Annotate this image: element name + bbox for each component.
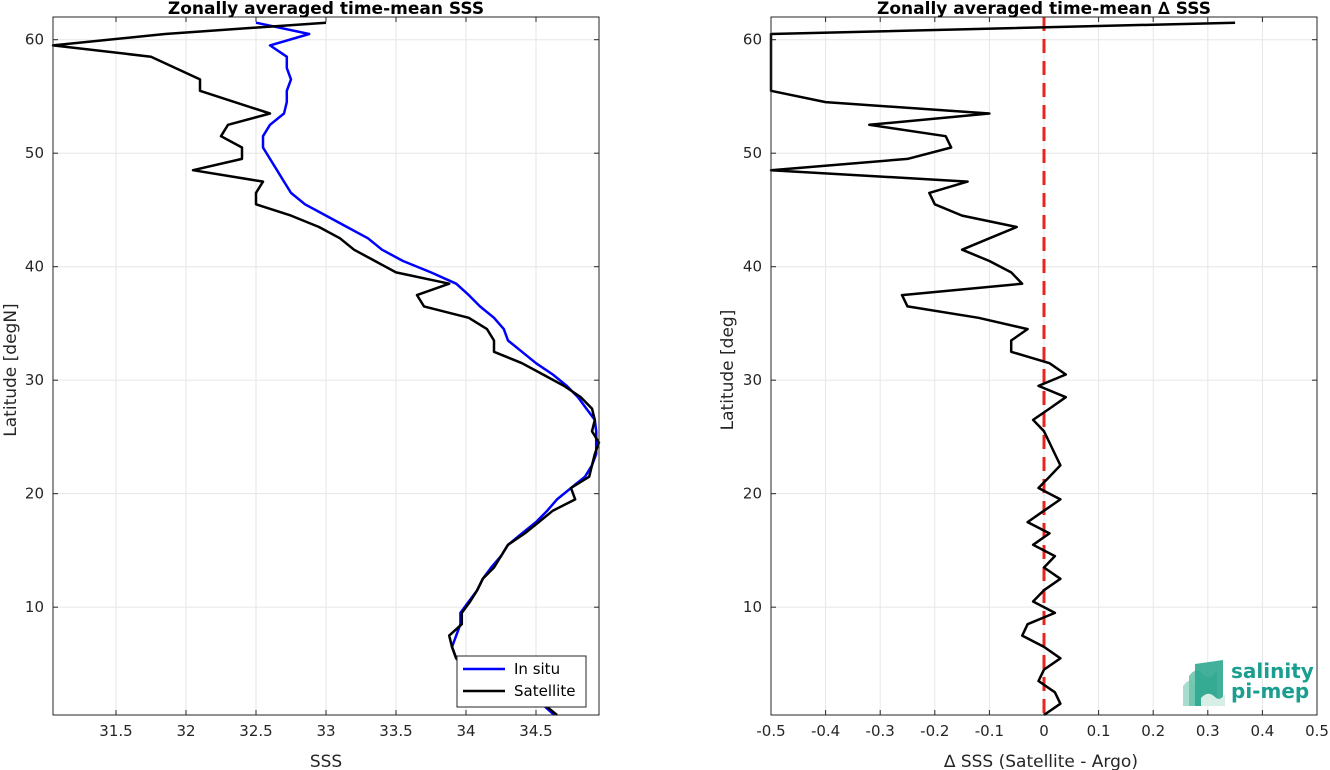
left-y-tick-label: 20 (25, 485, 44, 503)
right-x-axis-label: ∆ SSS (Satellite - Argo) (943, 752, 1138, 770)
right-x-tick-label: 0.1 (1087, 722, 1111, 740)
left-x-tick-label: 32.5 (239, 722, 272, 740)
left-y-axis-label: Latitude [degN] (1, 303, 21, 436)
legend-label-in-situ: In situ (514, 660, 560, 678)
left-chart-title: Zonally averaged time-mean SSS (168, 0, 484, 19)
left-y-tick-label: 50 (25, 144, 44, 162)
right-x-tick-label: 0.4 (1250, 722, 1274, 740)
right-x-tick-label: -0.4 (811, 722, 840, 740)
right-x-tick-label: 0.5 (1305, 722, 1329, 740)
left-series-group (51, 21, 601, 716)
left-x-tick-label: 34.5 (519, 722, 552, 740)
right-chart-title: Zonally averaged time-mean ∆ SSS (877, 0, 1211, 19)
left-x-tick-label: 33.5 (379, 722, 412, 740)
right-x-tick-label: 0.3 (1196, 722, 1220, 740)
logo-text-line2: pi-mep (1231, 679, 1309, 703)
right-y-tick-label: 60 (743, 31, 762, 49)
left-y-tick-label: 60 (25, 31, 44, 49)
left-axes-box (52, 16, 600, 716)
right-y-tick-label: 20 (743, 485, 762, 503)
right-x-tick-label: 0.2 (1141, 722, 1165, 740)
left-y-tick-label: 40 (25, 258, 44, 276)
right-y-tick-label: 30 (743, 371, 762, 389)
right-x-tick-label: -0.5 (756, 722, 785, 740)
legend-box (456, 655, 587, 708)
salinity-pi-mep-logo: salinity pi-mep (1183, 659, 1314, 706)
left-tick-labels: 31.5 32 32.5 33 33.5 34 34.5 10 20 30 40 50 60 (25, 17, 599, 740)
left-x-tick-label: 33 (316, 722, 335, 740)
left-gridlines (53, 17, 599, 715)
right-chart: -0.5 -0.4 -0.3 -0.2 -0.1 0 0.1 0.2 0.3 0.4 0.5 10 20… (718, 0, 1329, 770)
right-y-tick-label: 50 (743, 144, 762, 162)
right-x-tick-label: -0.1 (975, 722, 1004, 740)
right-y-tick-label: 10 (743, 598, 762, 616)
legend-label-satellite: Satellite (514, 682, 575, 700)
left-x-axis-label: SSS (310, 752, 342, 770)
left-y-tick-label: 30 (25, 371, 44, 389)
logo-wave-icon (1183, 660, 1225, 706)
left-x-tick-label: 34 (456, 722, 475, 740)
right-x-tick-label: -0.3 (866, 722, 895, 740)
right-x-tick-label: -0.2 (920, 722, 949, 740)
logo-text-line1: salinity (1231, 659, 1314, 683)
left-chart: 31.5 32 32.5 33 33.5 34 34.5 10 20 30 40 50 60 Zonal… (1, 0, 601, 770)
legend: In situ Satellite (456, 655, 587, 708)
right-y-tick-label: 40 (743, 258, 762, 276)
left-y-tick-label: 10 (25, 598, 44, 616)
right-series-group (769, 21, 1236, 717)
left-x-tick-label: 31.5 (99, 722, 132, 740)
left-series-line-satellite (51, 21, 601, 716)
right-axes-box (770, 16, 1318, 716)
right-tick-labels: -0.5 -0.4 -0.3 -0.2 -0.1 0 0.1 0.2 0.3 0.4 0.5 10 20… (743, 17, 1329, 740)
left-x-tick-label: 32 (176, 722, 195, 740)
right-y-axis-label: Latitude [deg] (718, 310, 738, 431)
right-series-line-0 (769, 21, 1236, 717)
right-x-tick-label: 0 (1039, 722, 1049, 740)
